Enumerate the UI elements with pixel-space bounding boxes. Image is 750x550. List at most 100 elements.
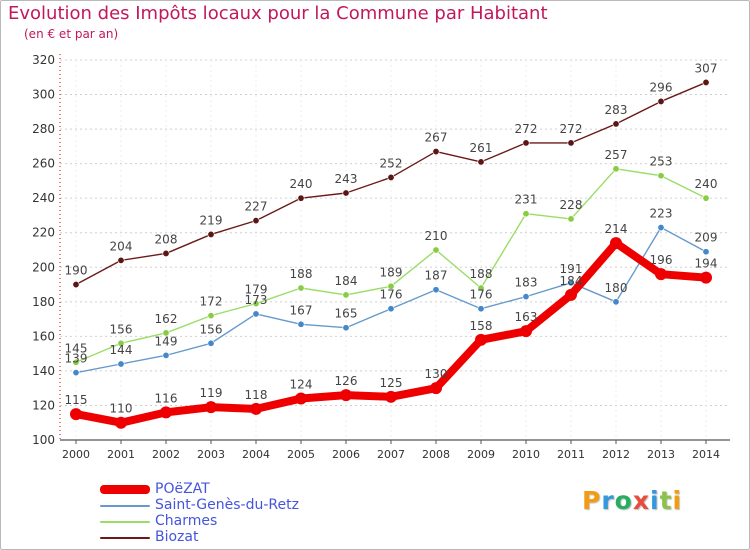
data-point-saint-gen-s-du-retz bbox=[162, 351, 170, 359]
logo-letter: i bbox=[650, 486, 660, 515]
legend-label-poezat: POëZAT bbox=[155, 481, 210, 497]
data-point-saint-gen-s-du-retz bbox=[72, 369, 80, 377]
data-label-saint-gen-s-du-retz: 173 bbox=[245, 293, 268, 307]
data-point-saint-gen-s-du-retz bbox=[657, 224, 665, 232]
data-label-biozat: 227 bbox=[245, 200, 268, 214]
data-label-po-zat: 124 bbox=[290, 378, 313, 392]
legend-label-biozat: Biozat bbox=[155, 529, 199, 545]
data-label-saint-gen-s-du-retz: 149 bbox=[155, 334, 178, 348]
data-point-po-zat bbox=[115, 416, 127, 429]
data-label-charmes: 179 bbox=[245, 283, 268, 297]
data-label-charmes: 257 bbox=[605, 148, 628, 162]
y-tick-label: 160 bbox=[32, 329, 55, 343]
data-label-po-zat: 163 bbox=[515, 310, 538, 324]
data-label-saint-gen-s-du-retz: 167 bbox=[290, 303, 313, 317]
data-point-po-zat bbox=[340, 389, 352, 402]
legend-label-saint-genes: Saint-Genès-du-Retz bbox=[155, 497, 299, 513]
data-label-charmes: 189 bbox=[380, 265, 403, 279]
y-tick-label: 320 bbox=[32, 53, 55, 67]
data-point-charmes bbox=[612, 165, 620, 173]
data-point-po-zat bbox=[160, 406, 172, 419]
data-label-po-zat: 116 bbox=[155, 391, 178, 405]
data-label-po-zat: 158 bbox=[470, 319, 493, 333]
data-label-po-zat: 194 bbox=[695, 257, 718, 271]
logo-letter: x bbox=[632, 486, 650, 515]
x-tick-label: 2006 bbox=[332, 448, 360, 461]
logo-letter: o bbox=[614, 486, 633, 515]
x-tick-label: 2009 bbox=[467, 448, 495, 461]
data-point-charmes bbox=[117, 339, 125, 347]
data-label-po-zat: 196 bbox=[650, 253, 673, 267]
y-tick-label: 140 bbox=[32, 364, 55, 378]
logo-letter: r bbox=[601, 486, 615, 515]
y-tick-label: 280 bbox=[32, 122, 55, 136]
data-point-saint-gen-s-du-retz bbox=[342, 324, 350, 332]
data-point-charmes bbox=[162, 329, 170, 337]
data-point-saint-gen-s-du-retz bbox=[612, 298, 620, 306]
x-tick-label: 2013 bbox=[647, 448, 675, 461]
data-label-saint-gen-s-du-retz: 180 bbox=[605, 281, 628, 295]
data-label-charmes: 210 bbox=[425, 229, 448, 243]
data-point-saint-gen-s-du-retz bbox=[387, 305, 395, 313]
data-label-po-zat: 130 bbox=[425, 367, 448, 381]
y-tick-label: 180 bbox=[32, 295, 55, 309]
x-tick-label: 2010 bbox=[512, 448, 540, 461]
data-label-biozat: 272 bbox=[515, 122, 538, 136]
data-point-charmes bbox=[72, 358, 80, 366]
data-label-charmes: 156 bbox=[110, 322, 133, 336]
x-tick-label: 2003 bbox=[197, 448, 225, 461]
data-point-biozat bbox=[117, 256, 125, 264]
data-label-charmes: 188 bbox=[290, 267, 313, 281]
data-label-biozat: 252 bbox=[380, 156, 403, 170]
data-point-biozat bbox=[702, 78, 710, 86]
data-point-saint-gen-s-du-retz bbox=[117, 360, 125, 368]
x-tick-label: 2004 bbox=[242, 448, 270, 461]
data-label-biozat: 261 bbox=[470, 141, 493, 155]
y-tick-label: 200 bbox=[32, 260, 55, 274]
data-label-charmes: 184 bbox=[335, 274, 358, 288]
data-point-biozat bbox=[387, 173, 395, 181]
data-label-biozat: 243 bbox=[335, 172, 358, 186]
chart-subtitle: (en € et par an) bbox=[24, 27, 119, 41]
logo-letter: i bbox=[672, 486, 683, 515]
data-label-biozat: 190 bbox=[65, 264, 88, 278]
data-point-po-zat bbox=[655, 268, 667, 281]
data-label-saint-gen-s-du-retz: 183 bbox=[515, 276, 538, 290]
data-point-charmes bbox=[522, 210, 530, 218]
data-label-po-zat: 115 bbox=[65, 393, 88, 407]
data-point-biozat bbox=[567, 139, 575, 147]
data-label-biozat: 272 bbox=[560, 122, 583, 136]
data-label-saint-gen-s-du-retz: 187 bbox=[425, 269, 448, 283]
data-label-po-zat: 126 bbox=[335, 374, 358, 388]
data-label-biozat: 283 bbox=[605, 103, 628, 117]
data-point-charmes bbox=[657, 172, 665, 180]
legend-swatch-charmes bbox=[100, 521, 150, 523]
x-tick-label: 2007 bbox=[377, 448, 405, 461]
data-point-charmes bbox=[342, 291, 350, 299]
data-point-saint-gen-s-du-retz bbox=[207, 339, 215, 347]
data-label-saint-gen-s-du-retz: 144 bbox=[110, 343, 133, 357]
data-point-po-zat bbox=[295, 392, 307, 405]
y-tick-label: 300 bbox=[32, 88, 55, 102]
data-point-biozat bbox=[342, 189, 350, 197]
data-label-charmes: 172 bbox=[200, 295, 223, 309]
data-label-biozat: 208 bbox=[155, 232, 178, 246]
data-label-saint-gen-s-du-retz: 191 bbox=[560, 262, 583, 276]
data-label-saint-gen-s-du-retz: 176 bbox=[470, 288, 493, 302]
data-label-saint-gen-s-du-retz: 139 bbox=[65, 352, 88, 366]
data-point-charmes bbox=[252, 300, 260, 308]
data-label-biozat: 296 bbox=[650, 80, 673, 94]
y-tick-label: 240 bbox=[32, 191, 55, 205]
data-label-saint-gen-s-du-retz: 165 bbox=[335, 307, 358, 321]
data-point-biozat bbox=[477, 158, 485, 166]
x-tick-label: 2011 bbox=[557, 448, 585, 461]
data-label-saint-gen-s-du-retz: 209 bbox=[695, 231, 718, 245]
data-point-charmes bbox=[702, 194, 710, 202]
x-tick-label: 2001 bbox=[107, 448, 135, 461]
chart-title: Evolution des Impôts locaux pour la Comm… bbox=[8, 3, 548, 24]
data-point-po-zat bbox=[520, 325, 532, 338]
data-label-po-zat: 118 bbox=[245, 388, 268, 402]
data-point-saint-gen-s-du-retz bbox=[567, 279, 575, 287]
data-label-saint-gen-s-du-retz: 223 bbox=[650, 207, 673, 221]
